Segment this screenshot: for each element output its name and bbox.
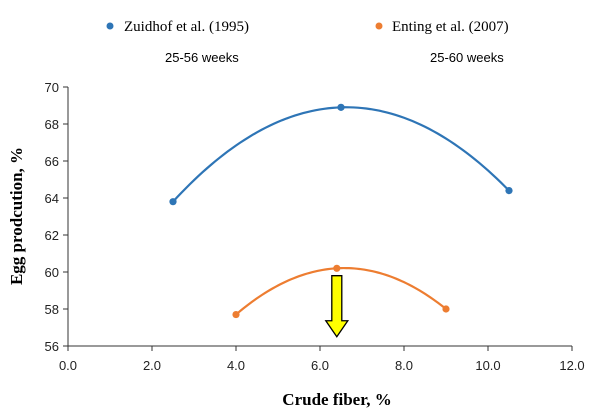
legend-marker-enting <box>375 22 383 30</box>
x-tick-label: 0.0 <box>59 358 77 373</box>
x-tick-label: 4.0 <box>227 358 245 373</box>
y-axis-title: Egg prodcution, % <box>7 147 26 285</box>
legend-subtitle-enting: 25-60 weeks <box>430 50 504 65</box>
series-0-point <box>337 103 345 111</box>
y-tick-label: 56 <box>45 339 59 354</box>
series-1-trend-line <box>235 266 447 316</box>
legend-label-enting: Enting et al. (2007) <box>392 19 509 35</box>
y-tick-label: 66 <box>45 154 59 169</box>
series-1-point <box>442 305 450 313</box>
x-tick-label: 12.0 <box>559 358 584 373</box>
x-ticks: 0.0 2.0 4.0 6.0 8.0 10.0 12.0 <box>59 346 585 373</box>
x-tick-label: 6.0 <box>311 358 329 373</box>
y-ticks: 56 58 60 62 64 66 68 70 <box>45 80 68 354</box>
x-tick-label: 8.0 <box>395 358 413 373</box>
y-tick-label: 68 <box>45 117 59 132</box>
y-tick-label: 62 <box>45 228 59 243</box>
y-tick-label: 58 <box>45 302 59 317</box>
y-tick-label: 64 <box>45 191 59 206</box>
x-tick-label: 10.0 <box>475 358 500 373</box>
series-1-point <box>232 310 240 319</box>
legend-subtitle-zuidhof: 25-56 weeks <box>165 50 239 65</box>
y-tick-label: 60 <box>45 265 59 280</box>
series-0-point <box>505 187 513 195</box>
legend-marker-zuidhof <box>106 22 114 30</box>
x-tick-label: 2.0 <box>143 358 161 373</box>
series-1-point <box>333 264 341 272</box>
legend: Zuidhof et al. (1995) 25-56 weeks Enting… <box>106 19 509 65</box>
plot-area <box>169 103 513 338</box>
down-arrow-annotation <box>324 275 350 338</box>
series-0-trend-line <box>172 106 510 203</box>
series-0-point <box>169 198 177 206</box>
legend-label-zuidhof: Zuidhof et al. (1995) <box>124 19 249 35</box>
x-axis-title: Crude fiber, % <box>282 390 391 409</box>
y-tick-label: 70 <box>45 80 59 95</box>
